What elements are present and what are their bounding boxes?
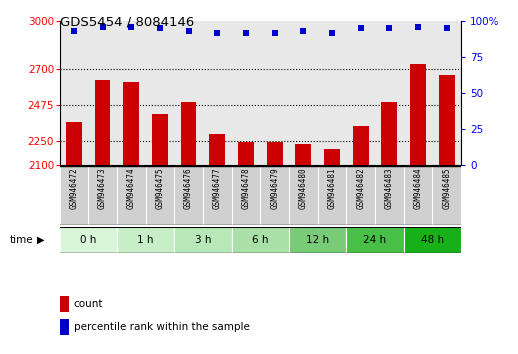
Bar: [146, 166, 174, 225]
Bar: [353, 126, 368, 165]
Point: [242, 30, 250, 35]
Bar: [174, 227, 232, 253]
Text: GSM946484: GSM946484: [413, 167, 423, 209]
Point: [442, 25, 451, 31]
Text: 3 h: 3 h: [195, 235, 211, 245]
Bar: [260, 166, 289, 225]
Text: GSM946478: GSM946478: [241, 167, 251, 209]
Text: GSM946480: GSM946480: [299, 167, 308, 209]
Bar: [152, 114, 168, 165]
Text: GSM946477: GSM946477: [213, 167, 222, 209]
Bar: [324, 149, 340, 165]
Bar: [318, 166, 347, 225]
Text: GSM946482: GSM946482: [356, 167, 365, 209]
Bar: [295, 144, 311, 165]
Point: [156, 25, 164, 31]
Point: [385, 25, 394, 31]
Point: [98, 24, 107, 30]
Text: GSM946481: GSM946481: [327, 167, 337, 209]
Point: [213, 30, 221, 35]
Bar: [410, 64, 426, 165]
Point: [356, 25, 365, 31]
Text: count: count: [74, 299, 103, 309]
Bar: [88, 166, 117, 225]
Bar: [381, 103, 397, 165]
Text: ▶: ▶: [37, 235, 45, 245]
Point: [414, 24, 422, 30]
Bar: [289, 166, 318, 225]
Text: GSM946473: GSM946473: [98, 167, 107, 209]
Text: GSM946476: GSM946476: [184, 167, 193, 209]
Bar: [232, 166, 260, 225]
Text: GSM946475: GSM946475: [155, 167, 164, 209]
Bar: [232, 227, 289, 253]
Bar: [209, 133, 225, 165]
Bar: [238, 142, 254, 165]
Bar: [267, 142, 282, 165]
Text: 48 h: 48 h: [421, 235, 444, 245]
Bar: [60, 166, 88, 225]
Bar: [433, 166, 461, 225]
Bar: [347, 166, 375, 225]
Point: [299, 28, 308, 34]
Text: GSM946485: GSM946485: [442, 167, 451, 209]
Bar: [117, 227, 174, 253]
Bar: [404, 166, 433, 225]
Text: 24 h: 24 h: [364, 235, 386, 245]
Bar: [66, 122, 82, 165]
Text: 6 h: 6 h: [252, 235, 268, 245]
Text: 12 h: 12 h: [306, 235, 329, 245]
Text: GSM946474: GSM946474: [127, 167, 136, 209]
Bar: [289, 227, 347, 253]
Bar: [375, 166, 404, 225]
Text: GDS5454 / 8084146: GDS5454 / 8084146: [60, 16, 194, 29]
Text: GSM946472: GSM946472: [69, 167, 78, 209]
Bar: [439, 75, 455, 165]
Text: 1 h: 1 h: [137, 235, 154, 245]
Text: percentile rank within the sample: percentile rank within the sample: [74, 322, 250, 332]
Point: [70, 28, 78, 34]
Text: GSM946479: GSM946479: [270, 167, 279, 209]
Text: GSM946483: GSM946483: [385, 167, 394, 209]
Bar: [181, 103, 196, 165]
Bar: [404, 227, 461, 253]
Text: 0 h: 0 h: [80, 235, 96, 245]
Text: time: time: [9, 235, 33, 245]
Point: [184, 28, 193, 34]
Point: [270, 30, 279, 35]
Bar: [347, 227, 404, 253]
Point: [127, 24, 135, 30]
Bar: [123, 82, 139, 165]
Point: [328, 30, 336, 35]
Bar: [174, 166, 203, 225]
Bar: [203, 166, 232, 225]
Bar: [117, 166, 146, 225]
Bar: [95, 80, 110, 165]
Bar: [60, 227, 117, 253]
